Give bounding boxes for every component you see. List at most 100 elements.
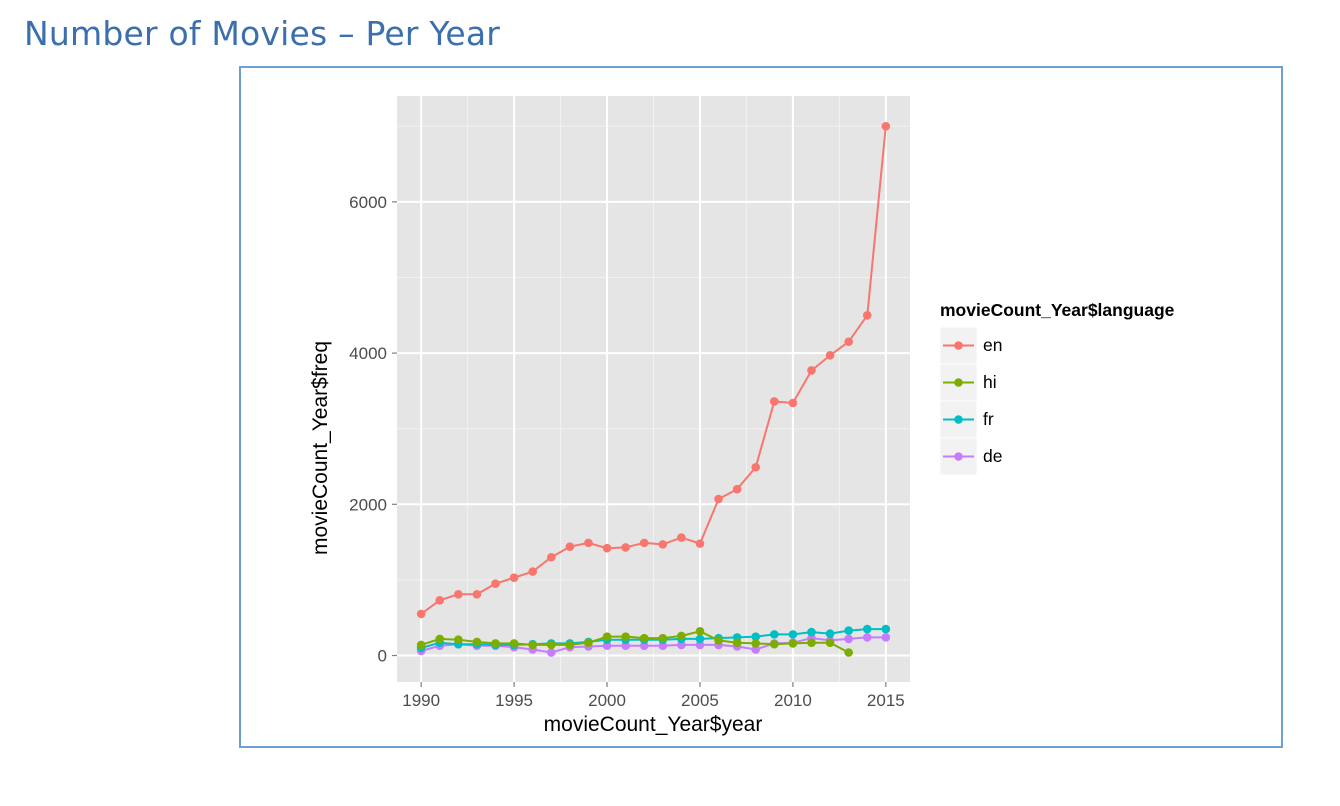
data-point-hi (584, 638, 593, 647)
y-axis-title: movieCount_Year$freq (309, 341, 332, 555)
data-point-hi (416, 640, 426, 650)
data-point-de (881, 633, 891, 642)
data-point-de (844, 634, 853, 644)
data-point-en (565, 542, 575, 551)
data-point-de (751, 645, 761, 654)
data-point-hi (825, 638, 835, 647)
x-axis-title: movieCount_Year$year (544, 713, 763, 736)
data-point-en (862, 310, 872, 320)
data-point-en (788, 398, 798, 408)
data-point-fr (825, 629, 835, 638)
x-tick-label: 1995 (495, 691, 533, 710)
data-point-en (454, 589, 463, 599)
data-point-en (825, 351, 835, 360)
data-point-hi (454, 635, 463, 644)
data-point-en (472, 589, 482, 599)
x-tick-label: 2010 (774, 691, 812, 710)
legend-label: en (983, 335, 1002, 355)
data-point-en (732, 484, 742, 494)
legend-item-fr: fr (939, 400, 994, 439)
y-tick-label: 6000 (349, 193, 387, 212)
data-point-fr (807, 627, 816, 637)
data-point-en (509, 573, 519, 582)
legend-label: hi (983, 372, 997, 392)
y-tick-label: 0 (378, 647, 387, 666)
x-tick-label: 2015 (867, 691, 905, 710)
data-point-de (546, 648, 556, 657)
data-point-en (584, 538, 593, 548)
legend-title: movieCount_Year$language (940, 300, 1175, 320)
legend-item-de: de (939, 437, 1002, 476)
data-point-en (639, 538, 649, 548)
data-point-fr (695, 634, 705, 644)
data-point-hi (844, 648, 853, 657)
data-point-de (677, 640, 686, 650)
data-point-hi (491, 639, 500, 648)
data-point-hi (621, 632, 630, 641)
data-point-en (807, 366, 816, 375)
data-point-de (658, 641, 668, 651)
legend-item-en: en (939, 326, 1002, 365)
data-point-hi (677, 631, 686, 641)
data-point-hi (695, 627, 705, 636)
data-point-fr (844, 626, 853, 635)
data-point-fr (770, 630, 779, 639)
x-tick-label: 1990 (402, 691, 440, 710)
data-point-hi (714, 636, 723, 645)
x-tick-label: 2000 (588, 691, 626, 710)
data-point-en (491, 579, 500, 589)
legend-key-point (954, 378, 963, 387)
y-tick-label: 4000 (349, 344, 387, 363)
data-point-en (528, 567, 537, 576)
page-title: Number of Movies – Per Year (24, 14, 501, 53)
data-point-en (695, 539, 705, 548)
data-point-hi (546, 640, 556, 650)
data-point-en (658, 540, 668, 549)
legend: movieCount_Year$language en hi fr de (939, 300, 1175, 476)
data-point-hi (751, 639, 761, 648)
line-chart: 1990 1995 2000 2005 2010 2015 0 2000 4000 6000 m… (309, 96, 1175, 736)
data-point-de (602, 641, 612, 651)
data-point-hi (658, 633, 668, 643)
data-point-hi (788, 639, 798, 648)
data-point-en (677, 533, 686, 542)
data-point-en (546, 552, 556, 562)
data-point-en (770, 397, 779, 406)
series-hi (416, 627, 853, 657)
data-point-hi (602, 632, 612, 641)
series-en (416, 121, 891, 619)
data-point-de (621, 641, 630, 651)
data-point-de (639, 641, 649, 651)
data-point-fr (788, 630, 798, 639)
data-point-en (844, 337, 853, 347)
data-point-hi (509, 639, 519, 648)
data-point-hi (732, 638, 742, 647)
data-point-en (621, 543, 630, 552)
data-point-hi (639, 633, 649, 643)
data-point-hi (435, 634, 445, 644)
data-point-de (862, 633, 872, 642)
data-point-fr (862, 624, 872, 634)
legend-key-point (954, 415, 963, 424)
data-point-de (695, 640, 705, 650)
data-point-hi (770, 639, 779, 649)
data-point-fr (881, 624, 891, 634)
data-point-en (751, 462, 761, 472)
data-point-hi (528, 640, 537, 650)
data-point-hi (472, 637, 482, 647)
y-tick-label: 2000 (349, 495, 387, 514)
data-point-en (416, 609, 426, 619)
legend-label: fr (983, 409, 994, 429)
data-point-en (602, 543, 612, 553)
legend-label: de (983, 446, 1002, 466)
x-tick-label: 2005 (681, 691, 719, 710)
data-point-en (435, 596, 445, 605)
chart-frame: 1990 1995 2000 2005 2010 2015 0 2000 4000 6000 m… (239, 66, 1283, 748)
data-point-hi (565, 640, 575, 650)
data-point-fr (751, 632, 761, 641)
legend-key-point (954, 452, 963, 461)
legend-key-point (954, 341, 963, 350)
data-point-en (714, 494, 723, 504)
data-point-en (881, 121, 891, 131)
legend-item-hi: hi (939, 363, 997, 402)
